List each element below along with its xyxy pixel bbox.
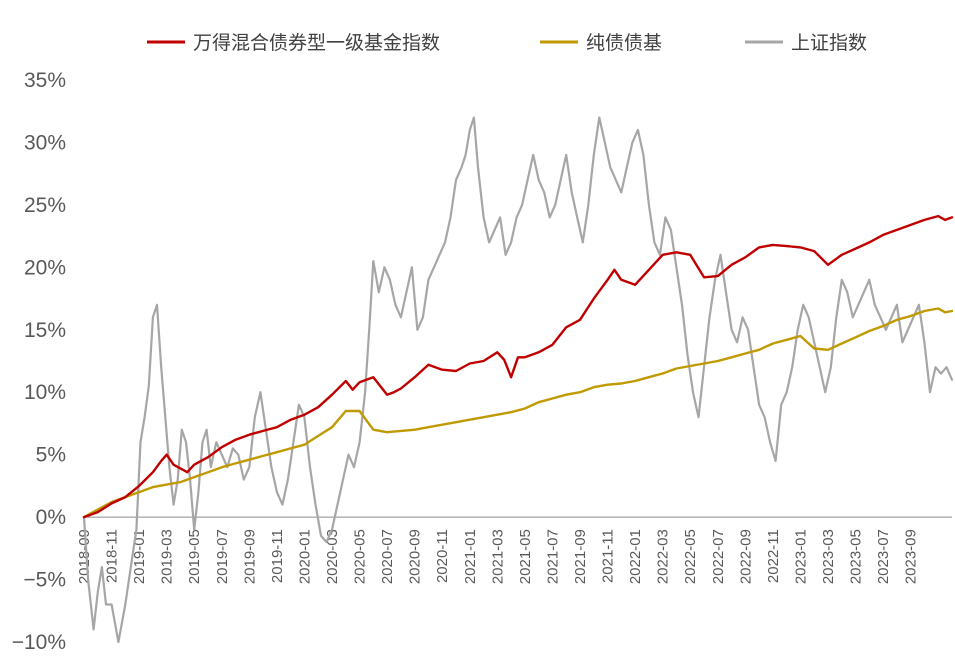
legend-item-pure-bond: 纯债债基 bbox=[540, 32, 662, 54]
legend-label-wind-index: 万得混合债券型一级基金指数 bbox=[193, 32, 440, 54]
legend-label-pure-bond: 纯债债基 bbox=[586, 32, 662, 54]
y-tick-label: 15% bbox=[24, 319, 66, 342]
series-line-wind-index bbox=[82, 214, 954, 519]
x-tick-label: 2022-09 bbox=[737, 529, 754, 584]
x-tick-label: 2020-01 bbox=[296, 529, 313, 584]
x-tick-label: 2022-01 bbox=[627, 529, 644, 584]
x-tick-label: 2018-11 bbox=[104, 529, 121, 583]
x-tick-label: 2023-07 bbox=[875, 529, 892, 584]
plot-area bbox=[82, 116, 954, 644]
legend-label-shanghai: 上证指数 bbox=[791, 32, 867, 54]
x-tick-label: 2020-11 bbox=[434, 529, 451, 583]
y-tick-label: 25% bbox=[24, 194, 66, 217]
y-tick-label: 20% bbox=[24, 256, 66, 279]
series-line-pure-bond bbox=[82, 307, 954, 519]
series-line-shanghai bbox=[82, 116, 954, 644]
x-tick-label: 2022-03 bbox=[655, 529, 672, 584]
x-tick-label: 2023-09 bbox=[903, 529, 920, 584]
y-tick-label: 10% bbox=[24, 381, 66, 404]
y-tick-label: −5% bbox=[23, 569, 66, 592]
x-tick-label: 2020-07 bbox=[379, 529, 396, 584]
x-tick-label: 2019-05 bbox=[186, 529, 203, 584]
x-tick-label: 2022-11 bbox=[765, 529, 782, 583]
x-tick-label: 2022-05 bbox=[682, 529, 699, 584]
x-tick-label: 2019-01 bbox=[131, 529, 148, 584]
x-tick-label: 2021-09 bbox=[572, 529, 589, 584]
x-tick-label: 2019-11 bbox=[269, 529, 286, 583]
x-tick-label: 2019-09 bbox=[241, 529, 258, 584]
x-tick-label: 2021-05 bbox=[517, 529, 534, 584]
x-tick-label: 2020-09 bbox=[407, 529, 424, 584]
x-tick-label: 2022-07 bbox=[710, 529, 727, 584]
x-tick-label: 2018-09 bbox=[76, 529, 93, 584]
legend: 万得混合债券型一级基金指数 纯债债基 上证指数 bbox=[147, 32, 867, 54]
x-tick-label: 2023-05 bbox=[848, 529, 865, 584]
legend-item-wind-index: 万得混合债券型一级基金指数 bbox=[147, 32, 440, 54]
x-axis: 2018-09 2018-11 2019-01 2019-03 2019-05 2019-… bbox=[76, 516, 952, 584]
y-tick-label: 35% bbox=[24, 69, 66, 92]
y-tick-label: 0% bbox=[36, 506, 66, 529]
x-tick-label: 2021-01 bbox=[462, 529, 479, 584]
y-tick-label: 5% bbox=[36, 444, 66, 467]
x-tick-label: 2021-11 bbox=[600, 529, 617, 583]
x-tick-label: 2020-05 bbox=[352, 529, 369, 584]
x-tick-label: 2021-07 bbox=[544, 529, 561, 584]
x-tick-label: 2020-03 bbox=[324, 529, 341, 584]
y-axis: −10% −5% 0% 5% 10% 15% 20% 25% 30% 35% bbox=[12, 69, 66, 654]
y-tick-label: 30% bbox=[24, 131, 66, 154]
x-tick-label: 2023-01 bbox=[792, 529, 809, 584]
x-tick-label: 2021-03 bbox=[489, 529, 506, 584]
y-tick-label: −10% bbox=[12, 631, 66, 654]
x-tick-label: 2023-03 bbox=[820, 529, 837, 584]
x-tick-label: 2019-03 bbox=[159, 529, 176, 584]
x-tick-label: 2019-07 bbox=[214, 529, 231, 584]
legend-item-shanghai: 上证指数 bbox=[745, 32, 867, 54]
